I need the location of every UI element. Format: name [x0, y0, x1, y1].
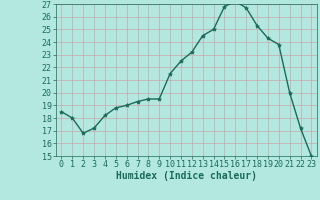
X-axis label: Humidex (Indice chaleur): Humidex (Indice chaleur) [116, 171, 257, 181]
